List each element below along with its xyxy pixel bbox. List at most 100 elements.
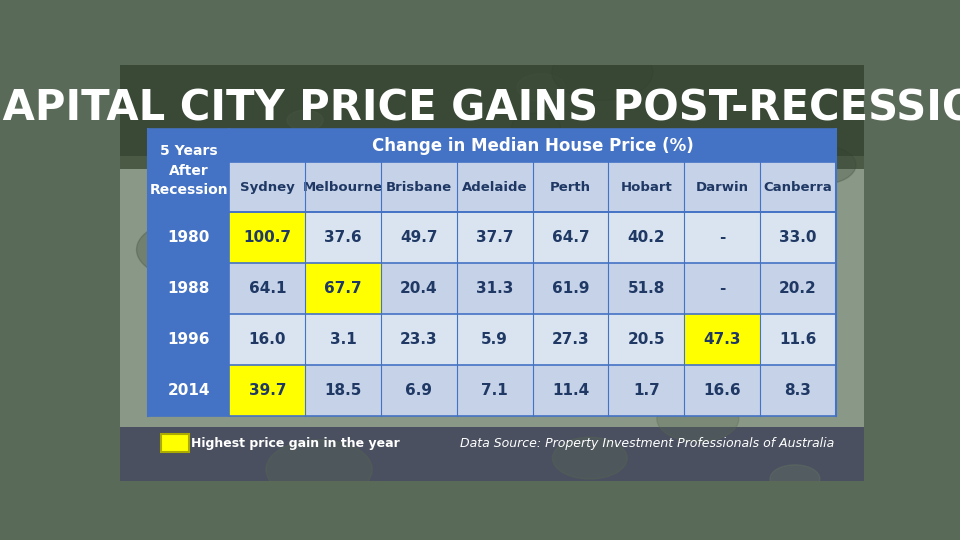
Bar xyxy=(148,212,229,264)
Bar xyxy=(533,264,609,314)
Text: 31.3: 31.3 xyxy=(476,281,514,296)
Text: 27.3: 27.3 xyxy=(552,332,589,347)
Text: Darwin: Darwin xyxy=(696,181,749,194)
Text: 100.7: 100.7 xyxy=(243,231,291,245)
Bar xyxy=(381,314,457,365)
Bar xyxy=(229,129,836,162)
Circle shape xyxy=(251,271,288,291)
Bar xyxy=(229,365,305,416)
Text: 47.3: 47.3 xyxy=(704,332,741,347)
Circle shape xyxy=(710,52,816,112)
Bar xyxy=(229,162,836,212)
Bar xyxy=(161,434,189,453)
Bar xyxy=(305,264,381,314)
Circle shape xyxy=(395,363,430,383)
Text: Highest price gain in the year: Highest price gain in the year xyxy=(191,437,399,450)
Circle shape xyxy=(324,427,424,483)
Bar xyxy=(120,65,864,168)
Bar xyxy=(684,264,760,314)
Text: 20.5: 20.5 xyxy=(628,332,665,347)
Text: Sydney: Sydney xyxy=(240,181,295,194)
Bar xyxy=(684,365,760,416)
Bar xyxy=(120,427,864,481)
Text: Brisbane: Brisbane xyxy=(386,181,452,194)
Text: Adelaide: Adelaide xyxy=(462,181,527,194)
Text: 5.9: 5.9 xyxy=(481,332,508,347)
Circle shape xyxy=(696,292,803,352)
Text: -: - xyxy=(719,281,725,296)
Circle shape xyxy=(681,52,776,105)
Circle shape xyxy=(387,174,432,199)
Bar xyxy=(229,212,305,264)
Bar xyxy=(533,212,609,264)
Text: 1988: 1988 xyxy=(168,281,210,296)
Text: 20.2: 20.2 xyxy=(779,281,817,296)
Bar xyxy=(229,264,305,314)
Text: Data Source: Property Investment Professionals of Australia: Data Source: Property Investment Profess… xyxy=(460,437,834,450)
Circle shape xyxy=(502,440,586,486)
Text: 5 Years
After
Recession: 5 Years After Recession xyxy=(150,144,228,197)
Bar xyxy=(120,168,864,427)
Bar xyxy=(148,314,229,365)
Bar xyxy=(457,365,533,416)
Text: 11.4: 11.4 xyxy=(552,383,589,398)
Text: 1980: 1980 xyxy=(168,231,210,245)
Bar xyxy=(457,212,533,264)
Text: 7.1: 7.1 xyxy=(481,383,508,398)
Text: 16.6: 16.6 xyxy=(704,383,741,398)
Circle shape xyxy=(256,300,362,359)
Text: 6.9: 6.9 xyxy=(405,383,432,398)
Text: 2014: 2014 xyxy=(168,383,210,398)
Text: 16.0: 16.0 xyxy=(249,332,286,347)
Text: 40.2: 40.2 xyxy=(628,231,665,245)
Bar xyxy=(381,365,457,416)
Bar xyxy=(381,264,457,314)
Text: 37.7: 37.7 xyxy=(476,231,514,245)
Circle shape xyxy=(815,274,897,319)
Text: Perth: Perth xyxy=(550,181,591,194)
Bar xyxy=(609,212,684,264)
Bar xyxy=(457,264,533,314)
Bar xyxy=(148,129,836,416)
Text: 64.1: 64.1 xyxy=(249,281,286,296)
Text: 37.6: 37.6 xyxy=(324,231,362,245)
Circle shape xyxy=(486,318,561,360)
Bar xyxy=(609,264,684,314)
Bar xyxy=(533,365,609,416)
Text: Hobart: Hobart xyxy=(620,181,672,194)
Text: 11.6: 11.6 xyxy=(780,332,817,347)
Text: -: - xyxy=(719,231,725,245)
Text: Canberra: Canberra xyxy=(763,181,832,194)
Circle shape xyxy=(263,48,338,90)
Text: 39.7: 39.7 xyxy=(249,383,286,398)
Circle shape xyxy=(727,89,811,137)
Bar xyxy=(609,314,684,365)
Circle shape xyxy=(81,233,187,292)
Text: 1996: 1996 xyxy=(168,332,210,347)
Circle shape xyxy=(185,266,224,288)
Text: 67.7: 67.7 xyxy=(324,281,362,296)
Circle shape xyxy=(690,285,733,309)
Text: 8.3: 8.3 xyxy=(784,383,811,398)
Text: 23.3: 23.3 xyxy=(400,332,438,347)
Bar xyxy=(760,264,836,314)
Bar xyxy=(120,65,864,156)
Text: 3.1: 3.1 xyxy=(329,332,356,347)
Bar xyxy=(684,314,760,365)
Bar xyxy=(305,314,381,365)
Text: 61.9: 61.9 xyxy=(552,281,589,296)
Bar xyxy=(533,314,609,365)
Text: Change in Median House Price (%): Change in Median House Price (%) xyxy=(372,137,693,155)
Text: 20.4: 20.4 xyxy=(400,281,438,296)
Bar xyxy=(305,365,381,416)
Circle shape xyxy=(612,238,674,273)
Text: 64.7: 64.7 xyxy=(552,231,589,245)
Circle shape xyxy=(220,91,263,114)
Bar xyxy=(457,314,533,365)
Bar xyxy=(229,314,305,365)
Bar xyxy=(760,212,836,264)
Bar xyxy=(760,365,836,416)
Text: 51.8: 51.8 xyxy=(628,281,665,296)
Bar xyxy=(381,212,457,264)
Text: Melbourne: Melbourne xyxy=(303,181,383,194)
